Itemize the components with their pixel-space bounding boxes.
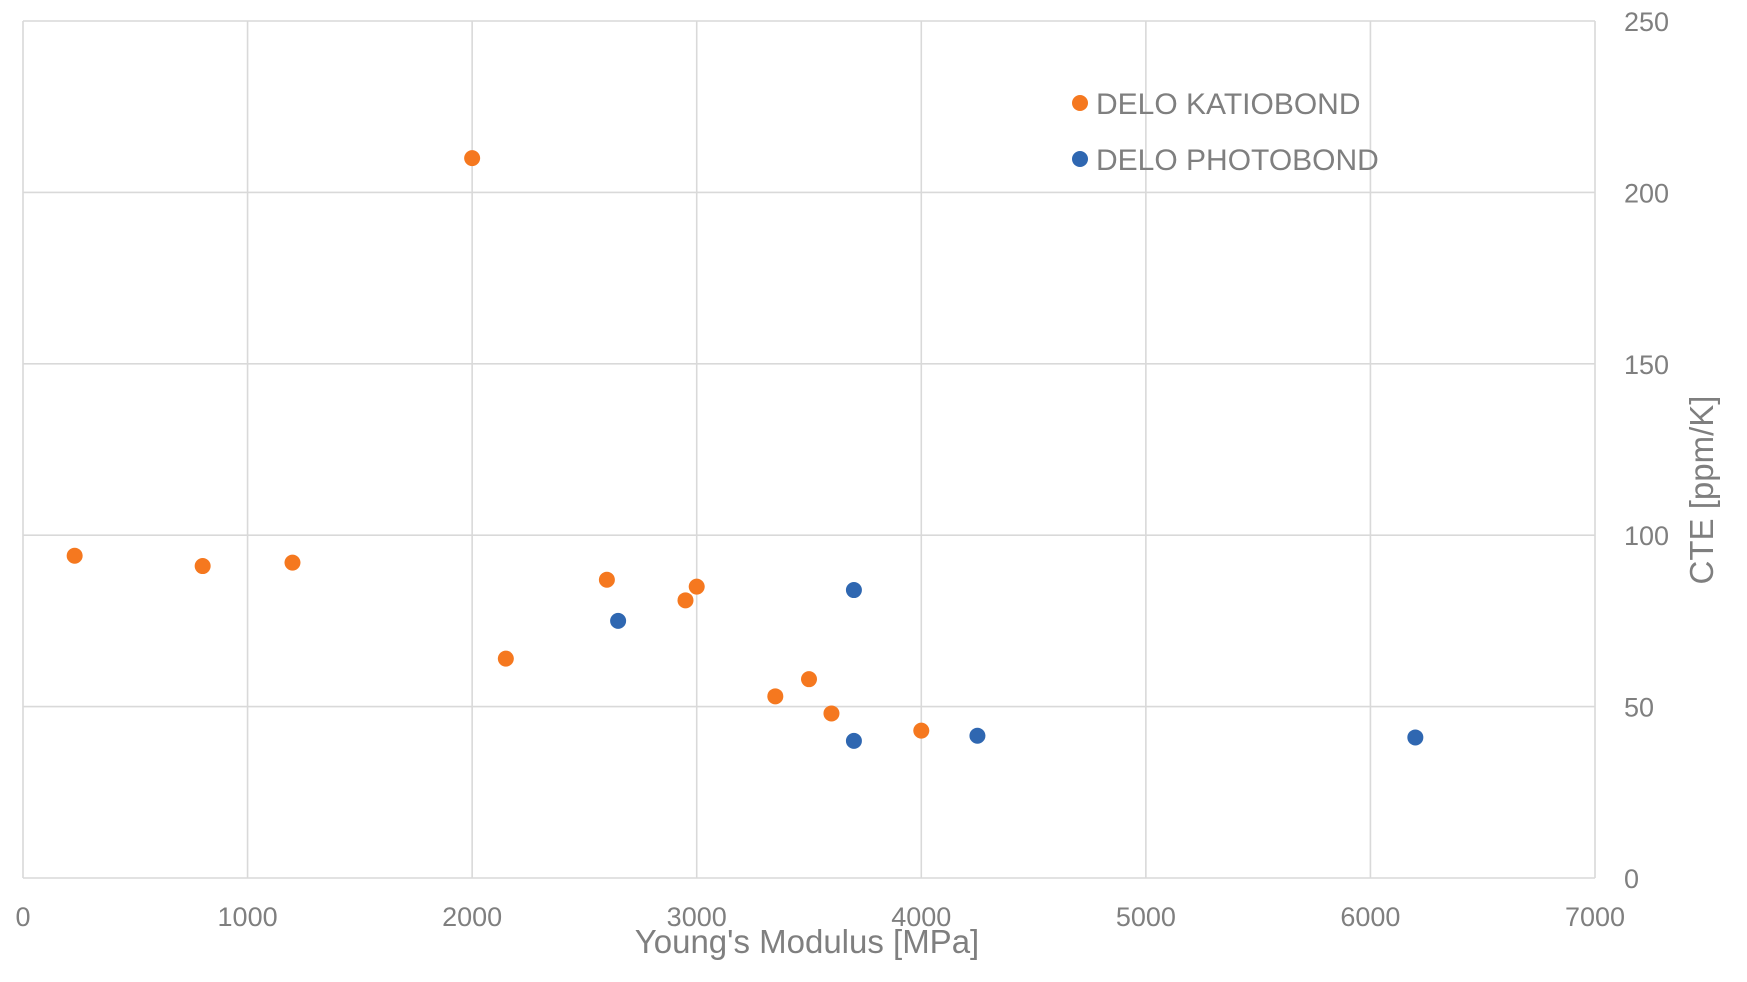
y-tick-label: 50: [1624, 693, 1654, 723]
data-point-series-2: [845, 582, 862, 599]
x-tick-label: 4000: [891, 902, 951, 932]
x-tick-label: 2000: [442, 902, 502, 932]
y-tick-label: 250: [1624, 7, 1669, 37]
data-point-series-1: [284, 554, 301, 571]
data-point-series-1: [677, 592, 694, 609]
data-point-series-1: [66, 547, 83, 564]
data-point-series-2: [969, 727, 986, 744]
tick-labels: 0 1000 2000 3000 4000 5000 6000 7000 0 50 100 150 20…: [15, 7, 1669, 932]
y-tick-label: 100: [1624, 521, 1669, 551]
x-tick-label: 3000: [667, 902, 727, 932]
data-point-series-1: [801, 671, 817, 688]
x-tick-label: 7000: [1565, 902, 1625, 932]
legend-marker: [1072, 95, 1088, 111]
y-tick-label: 200: [1624, 178, 1669, 208]
data-point-series-2: [845, 732, 862, 749]
data-point-series-1: [767, 688, 784, 705]
y-tick-label: 0: [1624, 864, 1639, 894]
data-point-series-1: [913, 722, 930, 739]
data-point-series-1: [497, 650, 514, 667]
data-point-series-2: [610, 612, 627, 629]
legend-label: DELO KATIOBOND: [1096, 88, 1361, 121]
data-points: [66, 150, 1424, 749]
data-point-series-1: [823, 705, 840, 722]
gridlines: [22, 20, 1596, 879]
legend-label: DELO PHOTOBOND: [1096, 144, 1379, 177]
y-axis-title: CTE [ppm/K]: [1683, 396, 1720, 585]
data-point-series-1: [464, 150, 481, 167]
data-point-series-2: [1407, 729, 1424, 746]
x-tick-label: 1000: [218, 902, 278, 932]
x-tick-label: 5000: [1116, 902, 1176, 932]
x-tick-label: 6000: [1340, 902, 1400, 932]
legend-marker: [1072, 151, 1088, 167]
data-point-series-1: [598, 571, 615, 588]
y-tick-label: 150: [1624, 350, 1669, 380]
x-axis-title: Young's Modulus [MPa]: [635, 923, 979, 960]
x-tick-label: 0: [15, 902, 30, 932]
data-point-series-1: [688, 578, 705, 595]
data-point-series-1: [194, 558, 211, 575]
legend: DELO KATIOBOND DELO PHOTOBOND: [1072, 88, 1379, 177]
